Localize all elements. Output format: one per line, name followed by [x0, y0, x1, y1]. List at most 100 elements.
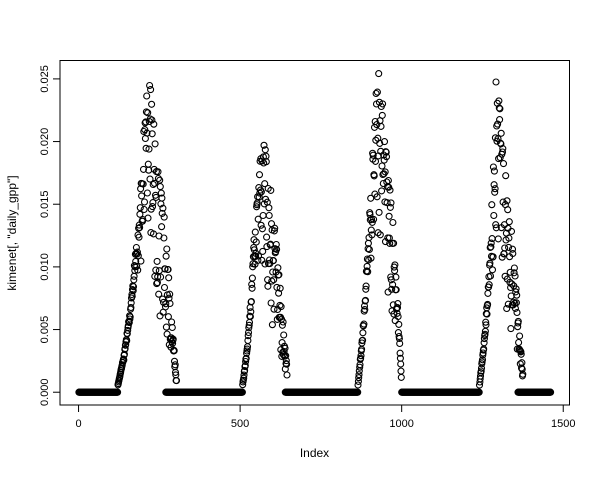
data-point	[376, 139, 384, 147]
data-point	[480, 339, 488, 347]
data-point	[171, 368, 180, 376]
data-point	[142, 108, 150, 116]
data-point	[488, 266, 497, 274]
data-point	[172, 377, 181, 385]
data-point	[146, 115, 154, 123]
data-point	[381, 168, 389, 176]
data-point	[265, 211, 273, 220]
data-point	[136, 204, 144, 212]
data-point	[165, 294, 173, 302]
data-point	[492, 221, 500, 229]
data-point	[382, 148, 390, 156]
data-point	[165, 274, 173, 282]
data-point	[262, 158, 270, 166]
data-point	[121, 345, 129, 353]
data-point	[394, 312, 402, 321]
data-point	[153, 257, 161, 265]
data-point	[356, 361, 364, 369]
data-point	[481, 330, 489, 338]
data-point	[130, 276, 138, 284]
data-point	[127, 299, 135, 307]
data-point	[138, 192, 146, 200]
data-point	[148, 203, 157, 211]
data-point	[368, 231, 376, 239]
data-point	[513, 291, 521, 299]
data-point	[124, 322, 132, 330]
data-point	[386, 239, 394, 247]
data-point	[486, 259, 494, 267]
data-point	[510, 264, 518, 272]
data-point	[282, 352, 290, 360]
data-point	[362, 285, 370, 293]
data-point	[170, 347, 178, 355]
data-point	[498, 253, 506, 261]
data-point	[488, 201, 496, 209]
data-point	[240, 374, 248, 382]
data-point	[487, 243, 495, 251]
data-point	[283, 371, 291, 379]
data-point	[241, 367, 249, 375]
data-point	[491, 188, 499, 196]
data-point	[254, 215, 262, 223]
data-point	[146, 175, 154, 183]
data-point	[390, 239, 398, 247]
data-point	[374, 229, 382, 237]
data-point	[265, 204, 273, 212]
data-point	[244, 332, 252, 340]
data-point	[166, 290, 174, 298]
data-point	[144, 214, 152, 222]
data-point	[505, 218, 513, 226]
data-point	[245, 321, 253, 329]
data-point	[156, 176, 164, 184]
data-point	[508, 280, 516, 288]
data-point	[363, 262, 371, 270]
data-point	[270, 276, 278, 284]
data-point	[367, 194, 375, 202]
data-point	[156, 312, 164, 320]
data-point	[132, 243, 140, 252]
data-point	[375, 70, 383, 78]
data-point-zero	[475, 388, 483, 396]
data-point	[361, 305, 369, 314]
data-point	[255, 171, 264, 179]
data-point	[486, 272, 495, 280]
data-point	[506, 268, 514, 276]
data-point	[134, 266, 142, 274]
data-point	[283, 360, 291, 368]
data-point	[133, 262, 141, 270]
data-point	[361, 296, 370, 304]
data-point	[161, 303, 170, 311]
x-tick-label: 1000	[389, 418, 413, 430]
data-point	[265, 256, 274, 264]
x-axis-title: Index	[300, 446, 329, 460]
data-point	[160, 234, 168, 242]
data-point	[379, 179, 387, 188]
data-point	[129, 283, 138, 291]
data-point	[387, 273, 395, 281]
data-point	[478, 356, 487, 364]
data-point	[145, 145, 153, 153]
data-point	[267, 186, 275, 194]
data-point	[280, 348, 288, 356]
y-tick-label: 0.025	[39, 65, 51, 93]
data-point	[385, 234, 393, 242]
data-point	[354, 381, 362, 389]
data-point	[149, 180, 157, 189]
x-tick-label: 500	[231, 418, 249, 430]
data-point	[377, 122, 385, 130]
data-point	[359, 329, 367, 337]
data-point	[395, 320, 403, 328]
data-point	[257, 221, 265, 229]
data-point	[251, 228, 259, 236]
data-point	[357, 354, 365, 362]
data-point	[491, 185, 499, 193]
data-point	[514, 323, 522, 331]
data-point	[154, 174, 162, 183]
data-point	[387, 199, 395, 207]
data-point	[492, 78, 500, 86]
y-tick-label: 0.015	[39, 190, 51, 218]
data-point	[370, 215, 378, 223]
data-point	[135, 233, 143, 241]
data-point	[496, 116, 504, 124]
data-point	[275, 289, 283, 297]
